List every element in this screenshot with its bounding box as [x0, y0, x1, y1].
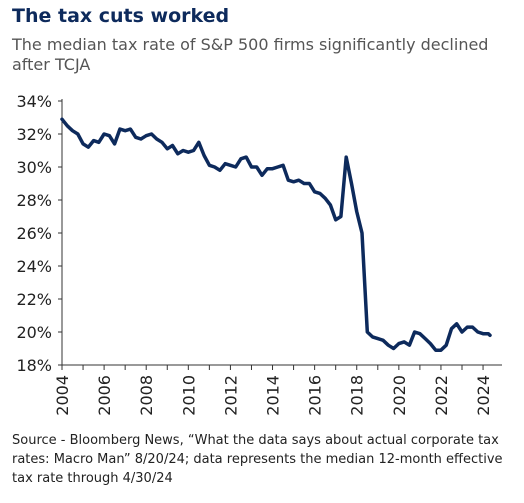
series-line: [60, 117, 492, 352]
x-tick-label: 2008: [137, 375, 156, 416]
plot-area: [60, 117, 492, 352]
source-note: Source - Bloomberg News, “What the data …: [12, 433, 503, 486]
x-tick-label: 2024: [474, 375, 493, 416]
y-tick-label: 20%: [16, 323, 52, 342]
x-tick-label: 2014: [264, 375, 283, 416]
y-tick-label: 32%: [16, 125, 52, 144]
x-tick-label: 2010: [179, 375, 198, 416]
x-tick-label: 2012: [221, 375, 240, 416]
y-axis: 18% 20% 22% 24% 26% 28% 30% 32% 34%: [16, 92, 63, 375]
x-tick-label: 2004: [53, 375, 72, 416]
x-axis: 2004 2006 2008 2010 2012 2014 2016 2018 2020 2022…: [53, 364, 502, 416]
chart-subtitle: The median tax rate of S&P 500 firms sig…: [12, 35, 489, 74]
x-tick-label: 2020: [390, 375, 409, 416]
chart-title: The tax cuts worked: [12, 5, 230, 27]
y-tick-label: 34%: [16, 92, 52, 111]
y-tick-label: 30%: [16, 158, 52, 177]
x-tick-label: 2022: [432, 375, 451, 416]
x-tick-label: 2018: [348, 375, 367, 416]
y-tick-label: 24%: [16, 257, 52, 276]
y-tick-label: 22%: [16, 290, 52, 309]
x-tick-label: 2016: [306, 375, 325, 416]
y-tick-label: 28%: [16, 191, 52, 210]
y-tick-label: 18%: [16, 356, 52, 375]
x-tick-label: 2006: [95, 375, 114, 416]
line-chart: 18% 20% 22% 24% 26% 28% 30% 32% 34% 2004 2006 2008…: [16, 92, 502, 416]
y-tick-label: 26%: [16, 224, 52, 243]
